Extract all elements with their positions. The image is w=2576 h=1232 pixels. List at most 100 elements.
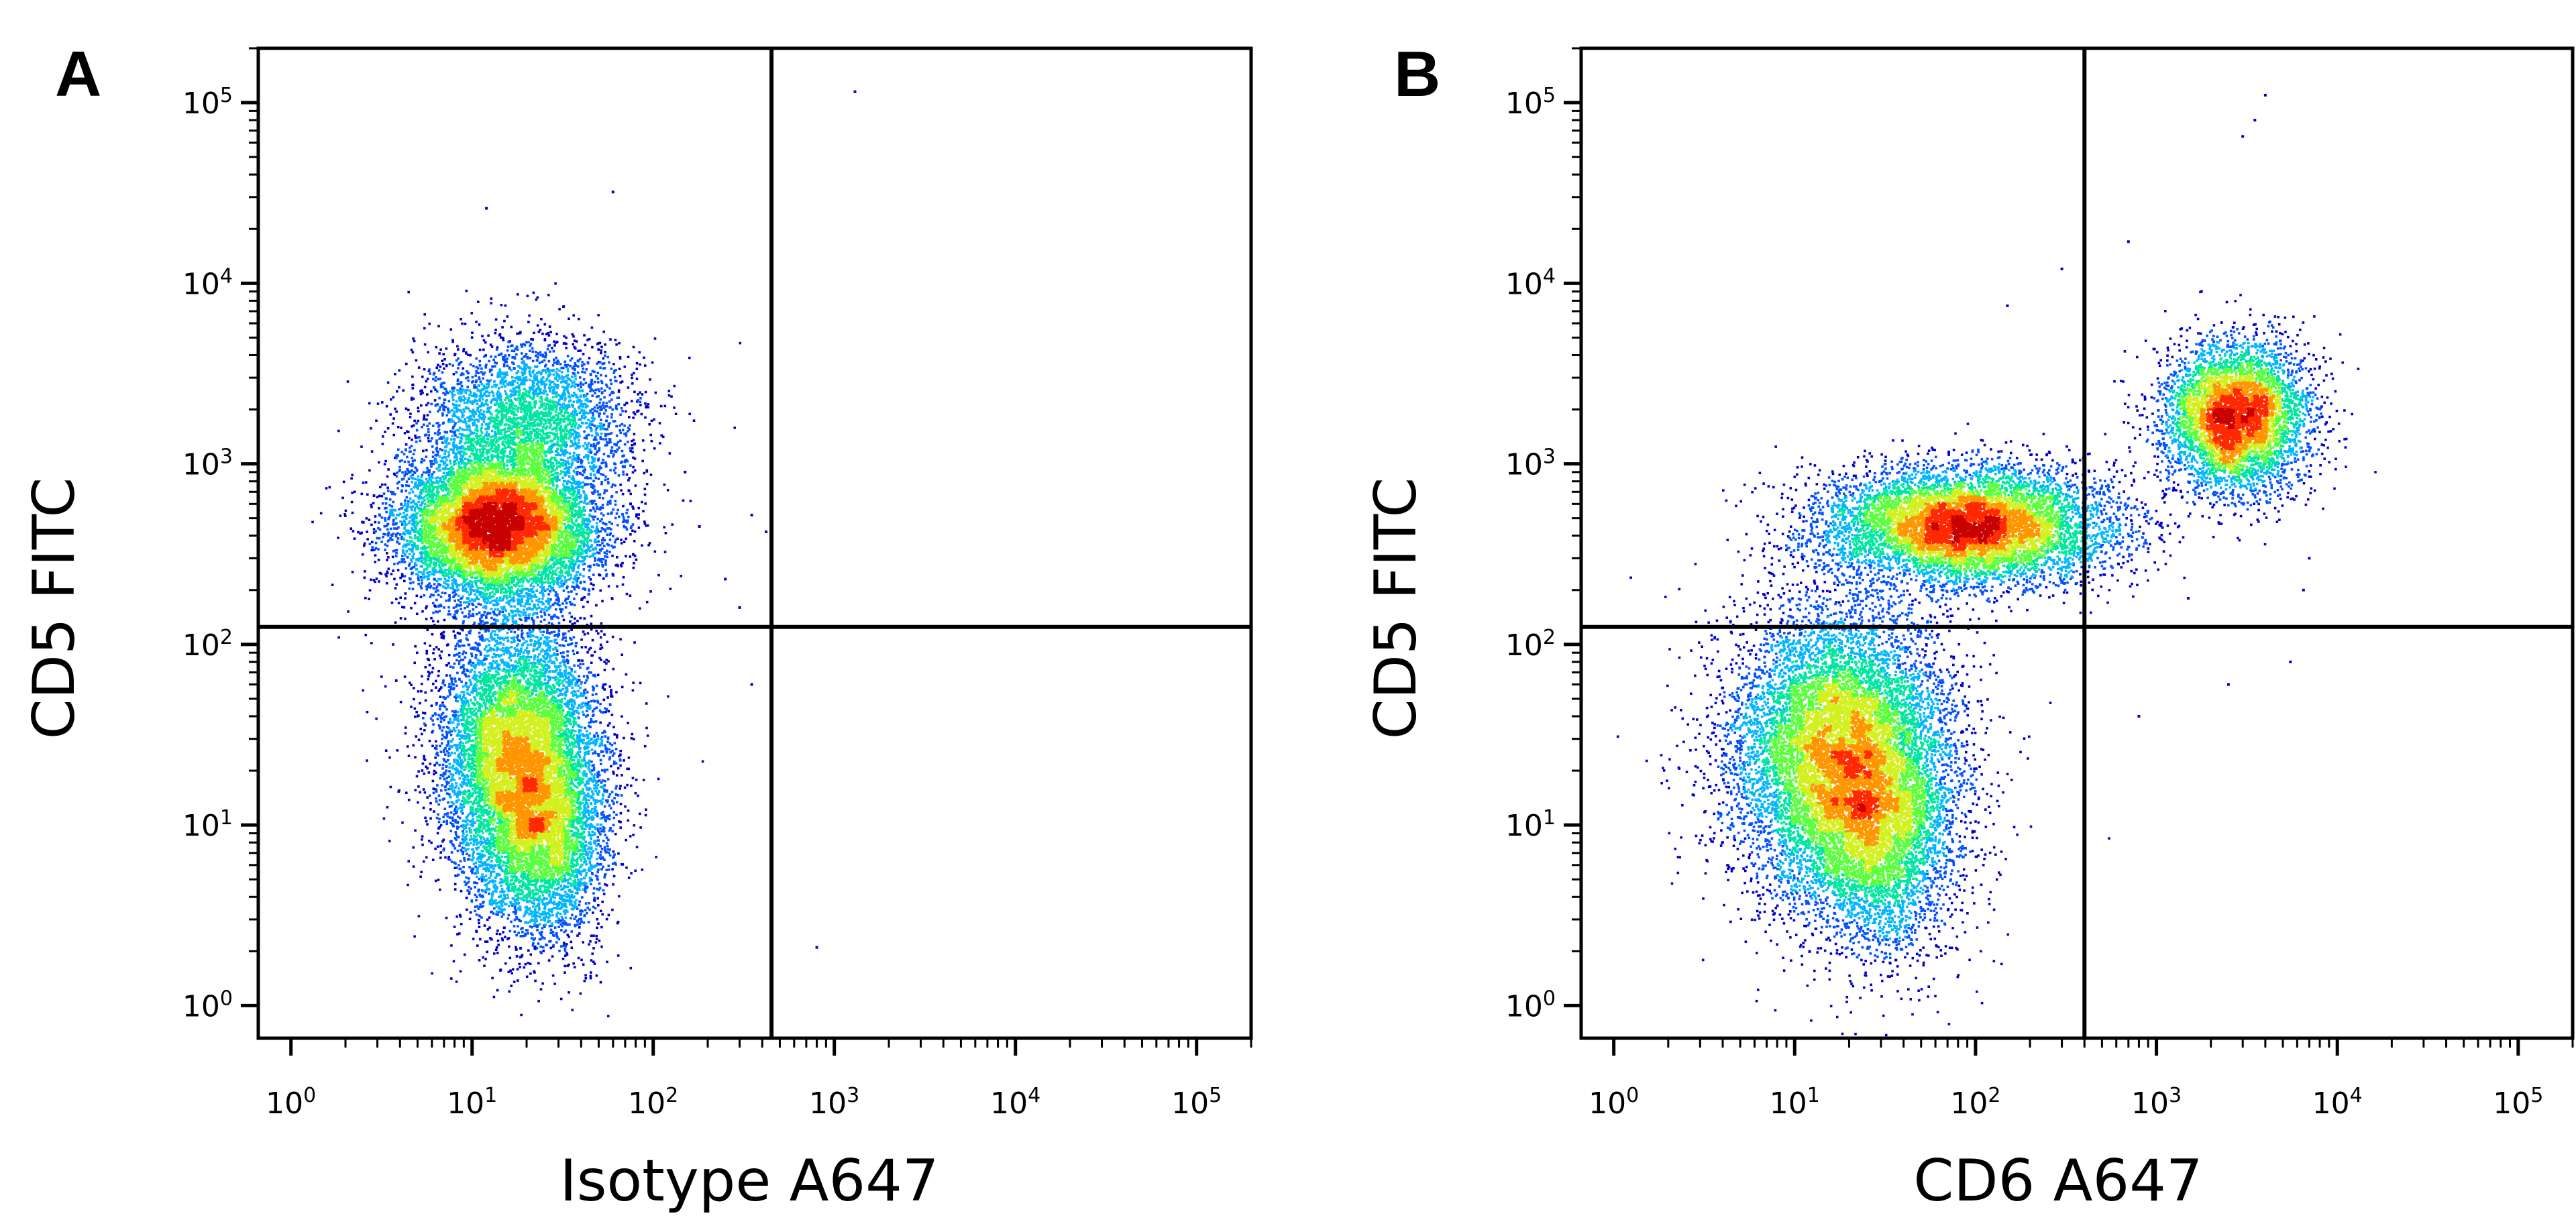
event-dot (398, 369, 401, 372)
event-dot (377, 559, 380, 561)
event-dot (528, 314, 531, 317)
event-dot (615, 444, 618, 447)
event-dot (475, 371, 478, 374)
event-dot (596, 871, 599, 874)
event-dot (496, 939, 500, 942)
event-dot (407, 883, 409, 887)
event-dot (431, 972, 433, 975)
event-dot (481, 661, 484, 665)
event-dot (556, 373, 559, 376)
event-dot (594, 828, 597, 830)
event-dot (566, 934, 569, 936)
event-dot (388, 515, 391, 518)
event-dot (400, 560, 404, 563)
event-dot (575, 642, 578, 645)
event-dot (599, 520, 602, 522)
event-dot (589, 976, 592, 980)
event-dot (473, 665, 476, 668)
event-dot (581, 364, 584, 367)
event-dot (548, 325, 551, 328)
event-dot (444, 753, 447, 756)
event-dot (559, 997, 563, 1001)
event-dot (339, 514, 342, 517)
event-dot (507, 341, 510, 343)
event-dot (641, 439, 645, 442)
event-dot (539, 620, 543, 623)
event-dot (632, 411, 635, 414)
event-dot (435, 443, 439, 445)
event-dot (606, 817, 609, 820)
event-dot (601, 391, 604, 394)
event-dot (589, 483, 592, 486)
event-dot (545, 353, 547, 356)
event-dot (561, 644, 564, 647)
event-dot (441, 681, 444, 685)
event-dot (553, 377, 557, 380)
event-dot (576, 470, 579, 473)
event-dot (394, 373, 396, 376)
event-dot (455, 603, 459, 606)
event-dot (602, 683, 605, 686)
event-dot (619, 785, 622, 787)
event-dot (604, 707, 606, 710)
event-dot (637, 393, 639, 396)
event-dot (456, 642, 459, 645)
event-dot (584, 888, 587, 891)
event-dot (534, 365, 537, 368)
event-dot (594, 436, 597, 439)
event-dot (443, 452, 446, 455)
event-dot (458, 932, 461, 935)
event-dot (435, 459, 437, 461)
event-dot (496, 374, 499, 377)
event-dot (592, 710, 595, 712)
event-dot (614, 404, 618, 407)
event-dot (435, 797, 437, 800)
event-dot (633, 390, 636, 394)
event-dot (564, 382, 568, 384)
event-dot (459, 842, 462, 844)
event-dot (663, 551, 667, 553)
event-dot (582, 693, 585, 697)
event-dot (606, 478, 610, 481)
event-dot (495, 913, 498, 916)
event-dot (601, 504, 604, 506)
event-dot (621, 465, 625, 467)
event-dot (447, 742, 449, 745)
event-dot (469, 629, 472, 632)
event-dot (614, 762, 618, 765)
event-dot (617, 402, 621, 406)
event-dot (437, 648, 440, 651)
event-dot (566, 587, 568, 590)
event-dot (419, 575, 423, 579)
event-dot (441, 763, 445, 767)
event-dot (536, 924, 539, 927)
event-dot (453, 695, 456, 698)
event-dot (442, 775, 445, 778)
event-dot (528, 603, 531, 606)
event-dot (405, 791, 408, 794)
event-dot (423, 642, 427, 645)
event-dot (395, 457, 398, 459)
event-dot (606, 481, 610, 484)
event-dot (423, 757, 425, 760)
event-dot (411, 505, 415, 508)
event-dot (583, 416, 586, 420)
event-dot (458, 655, 461, 658)
event-dot (647, 524, 649, 527)
event-dot (443, 778, 446, 781)
event-dot (606, 433, 609, 436)
event-dot (439, 720, 443, 723)
event-dot (574, 677, 577, 680)
event-dot (462, 620, 465, 623)
event-dot (602, 793, 604, 796)
event-dot (582, 368, 584, 370)
event-dot (353, 537, 356, 540)
event-dot (537, 600, 541, 603)
event-dot (606, 960, 608, 964)
event-dot (576, 651, 579, 654)
event-dot (487, 882, 490, 885)
event-dot (478, 405, 481, 408)
event-dot (604, 528, 606, 531)
event-dot (492, 912, 495, 915)
event-dot (435, 752, 438, 756)
